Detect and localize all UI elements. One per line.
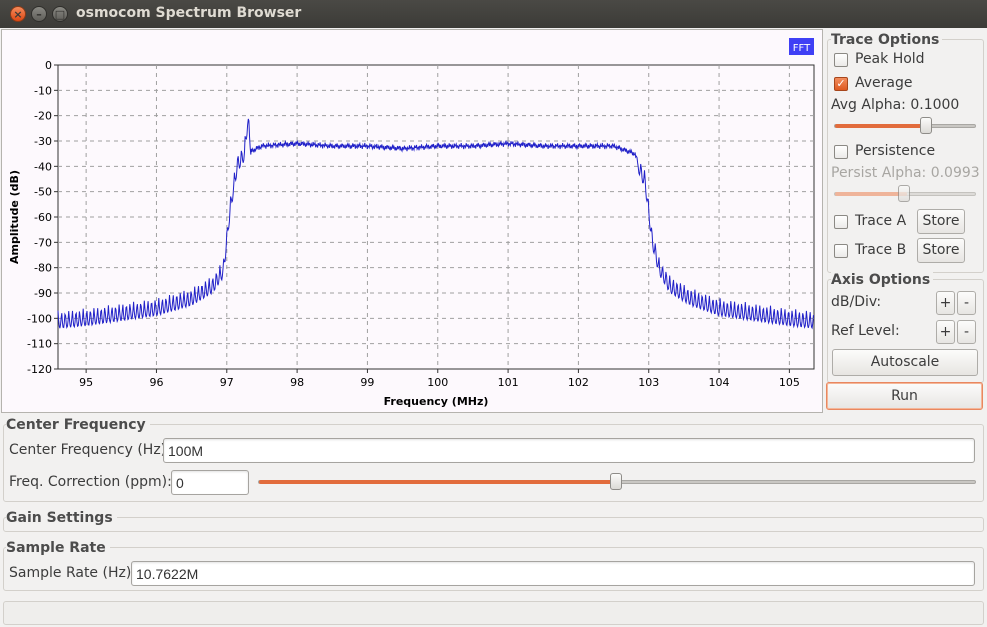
sample-rate-section <box>3 547 984 591</box>
x-tick-label: 102 <box>568 376 589 389</box>
x-tick-label: 105 <box>779 376 800 389</box>
center-frequency-label: Center Frequency (Hz): <box>9 442 171 458</box>
y-tick-label: -30 <box>34 135 52 148</box>
title-bar: × – □ osmocom Spectrum Browser <box>0 0 987 28</box>
db-div-plus-button[interactable]: + <box>936 291 955 315</box>
close-icon: × <box>13 8 23 21</box>
minimize-window-button[interactable]: – <box>31 6 47 22</box>
trace-b-store-button[interactable]: Store <box>917 238 965 263</box>
status-bar <box>3 601 984 625</box>
sample-rate-title: Sample Rate <box>6 540 110 556</box>
checkmark-icon: ✓ <box>836 77 846 90</box>
y-tick-label: -40 <box>34 160 52 173</box>
y-tick-label: -110 <box>27 338 52 351</box>
axis-options-title: Axis Options <box>831 272 934 288</box>
average-label[interactable]: Average <box>855 75 913 91</box>
persist-alpha-label: Persist Alpha: 0.0993 <box>831 165 980 181</box>
x-tick-label: 96 <box>149 376 163 389</box>
persist-alpha-slider-handle[interactable] <box>898 185 910 202</box>
ref-level-plus-button[interactable]: + <box>936 320 955 344</box>
db-div-minus-button[interactable]: - <box>957 291 976 315</box>
y-tick-label: -10 <box>34 84 52 97</box>
x-axis-label: Frequency (MHz) <box>384 395 489 408</box>
freq-correction-slider-handle[interactable] <box>610 473 622 490</box>
ref-level-minus-button[interactable]: - <box>957 320 976 344</box>
trace-a-label[interactable]: Trace A <box>855 213 907 229</box>
avg-alpha-slider[interactable] <box>834 124 976 128</box>
y-tick-label: -60 <box>34 211 52 224</box>
center-frequency-input[interactable] <box>163 438 975 463</box>
x-tick-label: 99 <box>360 376 374 389</box>
y-tick-label: -100 <box>27 312 52 325</box>
trace-a-checkbox[interactable] <box>834 215 848 229</box>
y-tick-label: -90 <box>34 287 52 300</box>
y-tick-label: -70 <box>34 236 52 249</box>
peak-hold-checkbox[interactable] <box>834 53 848 67</box>
center-frequency-section <box>3 424 984 502</box>
sample-rate-input[interactable] <box>131 561 975 586</box>
x-tick-label: 100 <box>427 376 448 389</box>
y-tick-label: 0 <box>45 59 52 72</box>
x-tick-label: 98 <box>290 376 304 389</box>
x-tick-label: 101 <box>498 376 519 389</box>
fft-badge-label: FFT <box>793 43 811 54</box>
sample-rate-label: Sample Rate (Hz): <box>9 565 137 581</box>
peak-hold-label[interactable]: Peak Hold <box>855 51 925 67</box>
x-tick-label: 103 <box>638 376 659 389</box>
freq-correction-label: Freq. Correction (ppm): <box>9 474 172 490</box>
run-button[interactable]: Run <box>826 382 983 410</box>
y-tick-label: -120 <box>27 363 52 376</box>
x-tick-label: 95 <box>79 376 93 389</box>
autoscale-button[interactable]: Autoscale <box>832 349 978 376</box>
fft-badge <box>789 38 814 55</box>
options-panel: Trace Options Peak Hold ✓ Average Avg Al… <box>825 29 987 413</box>
ref-level-label: Ref Level: <box>831 323 900 339</box>
db-div-label: dB/Div: <box>831 294 882 310</box>
spectrum-trace <box>57 118 815 330</box>
avg-alpha-slider-handle[interactable] <box>920 117 932 134</box>
persistence-checkbox[interactable] <box>834 145 848 159</box>
center-frequency-title: Center Frequency <box>6 417 150 433</box>
trace-a-store-button[interactable]: Store <box>917 209 965 234</box>
gain-settings-section <box>3 517 984 532</box>
x-tick-label: 104 <box>709 376 730 389</box>
x-tick-label: 97 <box>220 376 234 389</box>
maximize-window-button[interactable]: □ <box>52 6 68 22</box>
trace-options-title: Trace Options <box>831 32 943 48</box>
avg-alpha-label: Avg Alpha: 0.1000 <box>831 97 960 113</box>
y-tick-label: -50 <box>34 186 52 199</box>
window-title: osmocom Spectrum Browser <box>76 5 302 21</box>
gain-settings-title[interactable]: Gain Settings <box>6 510 117 526</box>
minimize-icon: – <box>36 8 42 21</box>
maximize-icon: □ <box>54 8 66 21</box>
close-window-button[interactable]: × <box>10 6 26 22</box>
average-checkbox[interactable]: ✓ <box>834 77 848 91</box>
y-axis-label: Amplitude (dB) <box>8 170 21 264</box>
y-tick-label: -20 <box>34 110 52 123</box>
trace-b-checkbox[interactable] <box>834 244 848 258</box>
spectrum-chart: 0 -10 -20 -30 -40 -50 -60 -70 -80 -90 -100 -110 -120… <box>8 38 815 408</box>
y-tick-label: -80 <box>34 262 52 275</box>
persistence-label[interactable]: Persistence <box>855 143 936 159</box>
trace-b-label[interactable]: Trace B <box>855 242 907 258</box>
freq-correction-input[interactable] <box>171 470 249 495</box>
spectrum-plot[interactable]: 0 -10 -20 -30 -40 -50 -60 -70 -80 -90 -100 -110 -120… <box>1 29 823 413</box>
